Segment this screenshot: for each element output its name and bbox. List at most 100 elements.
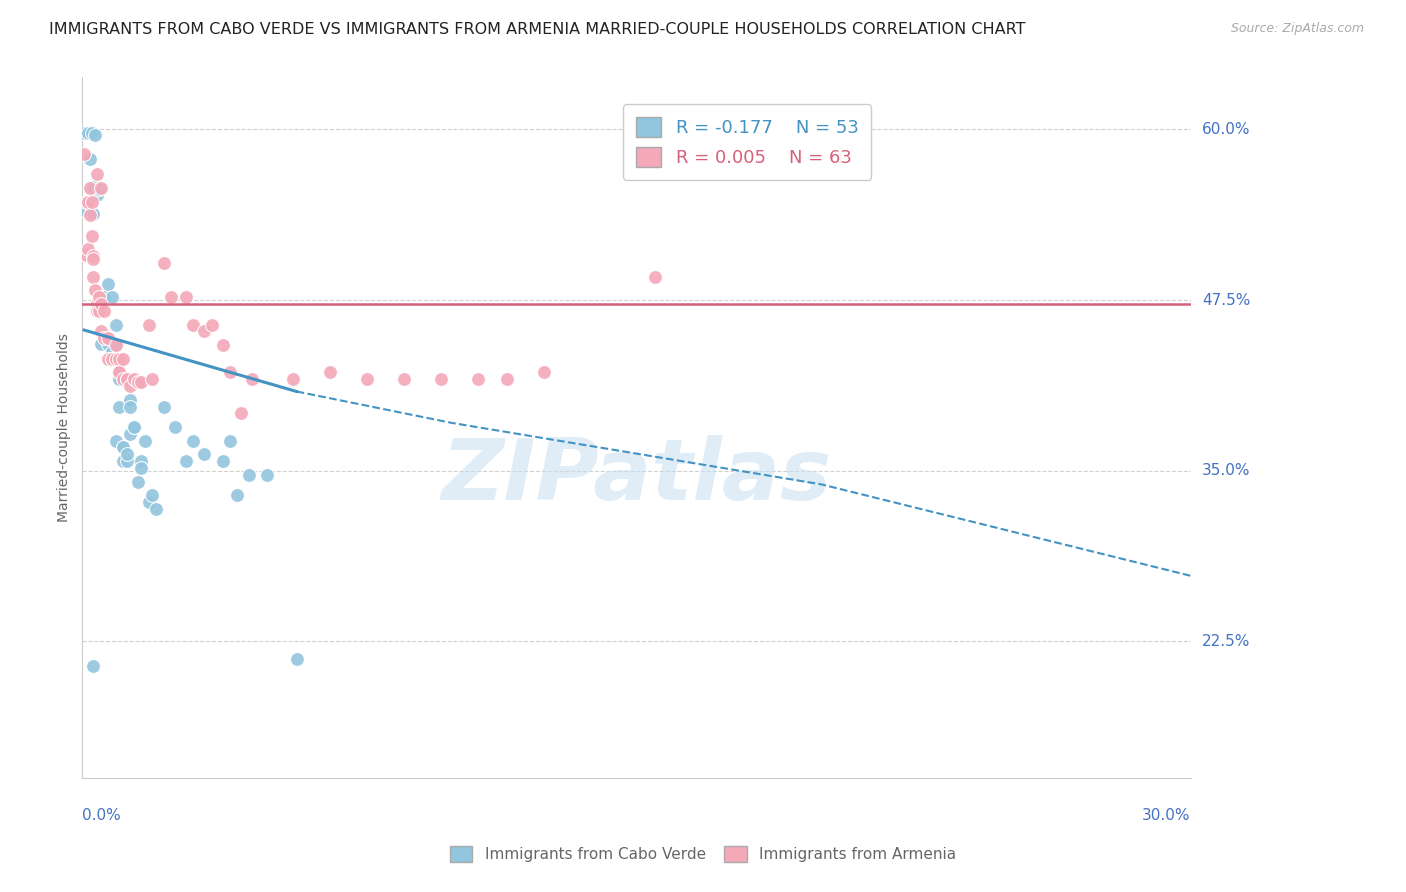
- Point: [138, 318, 160, 332]
- Point: [111, 441, 134, 455]
- Point: [219, 365, 242, 379]
- Point: [644, 269, 666, 284]
- Point: [87, 304, 110, 318]
- Point: [111, 454, 134, 468]
- Point: [73, 127, 96, 141]
- Point: [111, 372, 134, 386]
- Point: [90, 336, 112, 351]
- Point: [141, 488, 163, 502]
- Legend: Immigrants from Cabo Verde, Immigrants from Armenia: Immigrants from Cabo Verde, Immigrants f…: [443, 840, 963, 868]
- Point: [86, 297, 108, 311]
- Point: [285, 652, 308, 666]
- Point: [120, 426, 142, 441]
- Point: [101, 345, 124, 359]
- Point: [115, 454, 138, 468]
- Point: [93, 331, 115, 345]
- Point: [82, 207, 104, 221]
- Point: [115, 372, 138, 386]
- Point: [392, 372, 415, 386]
- Text: 47.5%: 47.5%: [1202, 293, 1250, 308]
- Text: IMMIGRANTS FROM CABO VERDE VS IMMIGRANTS FROM ARMENIA MARRIED-COUPLE HOUSEHOLDS : IMMIGRANTS FROM CABO VERDE VS IMMIGRANTS…: [49, 22, 1026, 37]
- Point: [108, 365, 131, 379]
- Point: [120, 379, 142, 393]
- Point: [111, 441, 134, 455]
- Point: [111, 351, 134, 366]
- Point: [90, 297, 112, 311]
- Point: [79, 208, 101, 222]
- Point: [115, 447, 138, 461]
- Point: [127, 475, 149, 489]
- Point: [75, 194, 97, 209]
- Point: [174, 454, 197, 468]
- Point: [76, 194, 98, 209]
- Point: [93, 290, 115, 304]
- Point: [86, 304, 108, 318]
- Point: [141, 372, 163, 386]
- Point: [108, 351, 131, 366]
- Point: [134, 434, 156, 448]
- Point: [356, 372, 378, 386]
- Point: [138, 495, 160, 509]
- Text: 0.0%: 0.0%: [83, 808, 121, 823]
- Point: [97, 331, 120, 345]
- Point: [240, 372, 263, 386]
- Y-axis label: Married-couple Households: Married-couple Households: [58, 334, 72, 522]
- Point: [319, 365, 342, 379]
- Point: [86, 168, 108, 182]
- Point: [131, 454, 153, 468]
- Point: [82, 179, 104, 194]
- Point: [101, 290, 124, 304]
- Legend: R = -0.177    N = 53, R = 0.005    N = 63: R = -0.177 N = 53, R = 0.005 N = 63: [623, 104, 872, 180]
- Point: [75, 204, 97, 219]
- Point: [73, 147, 96, 161]
- Point: [429, 372, 451, 386]
- Point: [163, 420, 186, 434]
- Point: [496, 372, 519, 386]
- Point: [226, 488, 249, 502]
- Point: [533, 365, 555, 379]
- Point: [86, 187, 108, 202]
- Point: [97, 277, 120, 291]
- Point: [84, 284, 107, 298]
- Point: [80, 194, 103, 209]
- Point: [193, 447, 215, 461]
- Point: [93, 304, 115, 318]
- Point: [231, 406, 253, 420]
- Text: 60.0%: 60.0%: [1202, 122, 1250, 136]
- Point: [467, 372, 489, 386]
- Point: [145, 502, 167, 516]
- Point: [80, 127, 103, 141]
- Point: [256, 467, 278, 482]
- Text: 22.5%: 22.5%: [1202, 634, 1250, 648]
- Text: ZIPatlas: ZIPatlas: [441, 435, 832, 518]
- Point: [82, 659, 104, 673]
- Point: [122, 420, 145, 434]
- Point: [90, 325, 112, 339]
- Point: [101, 351, 124, 366]
- Point: [104, 351, 127, 366]
- Point: [152, 256, 174, 270]
- Point: [219, 434, 242, 448]
- Point: [104, 338, 127, 352]
- Point: [193, 325, 215, 339]
- Point: [181, 318, 204, 332]
- Point: [160, 290, 183, 304]
- Point: [93, 290, 115, 304]
- Point: [82, 249, 104, 263]
- Point: [108, 365, 131, 379]
- Point: [97, 336, 120, 351]
- Point: [79, 181, 101, 195]
- Point: [115, 372, 138, 386]
- Point: [90, 181, 112, 195]
- Point: [120, 400, 142, 414]
- Point: [104, 434, 127, 448]
- Point: [131, 461, 153, 475]
- Point: [79, 179, 101, 194]
- Point: [201, 318, 224, 332]
- Point: [82, 252, 104, 266]
- Text: Source: ZipAtlas.com: Source: ZipAtlas.com: [1230, 22, 1364, 36]
- Point: [80, 228, 103, 243]
- Point: [174, 290, 197, 304]
- Point: [108, 400, 131, 414]
- Point: [108, 372, 131, 386]
